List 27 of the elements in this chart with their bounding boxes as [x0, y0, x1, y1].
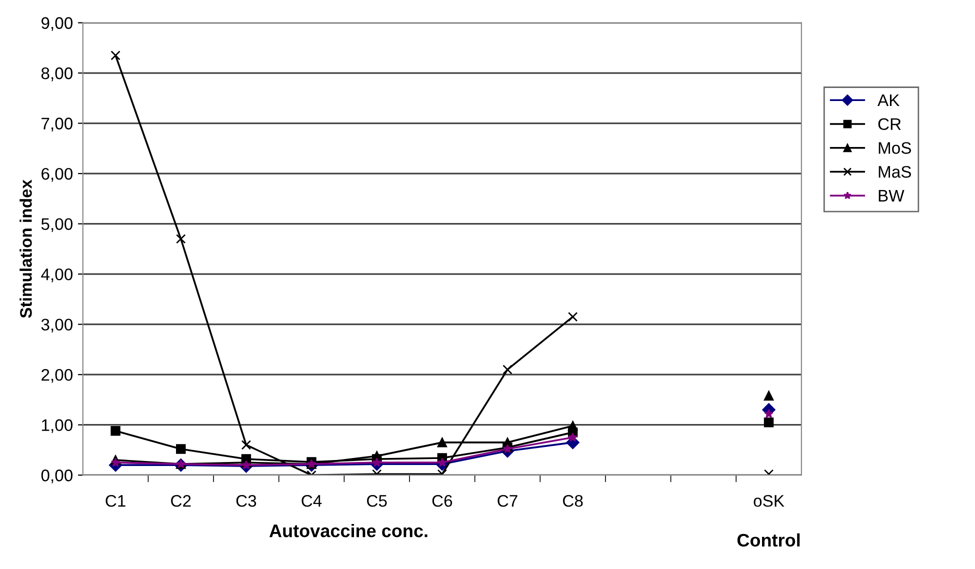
text: Control — [737, 533, 800, 547]
x-tick-label: C5 — [367, 495, 387, 507]
y-tick-label: 9,00 — [42, 17, 73, 31]
legend-label: MaS — [878, 166, 911, 178]
x-tick-label: C6 — [432, 495, 452, 507]
legend-label: MoS — [878, 142, 911, 154]
x-tick-label: C4 — [302, 495, 322, 507]
y-tick-label: 0,00 — [41, 470, 73, 484]
x-tick-label: C2 — [171, 495, 191, 507]
y-tick-label: 7,00 — [42, 118, 73, 132]
x-tick-label: oSK — [754, 495, 784, 507]
x-tick-label: C7 — [498, 495, 518, 507]
x-axis-title: Autovaccine conc. — [269, 524, 428, 538]
legend-label: AK — [878, 94, 900, 106]
y-tick-label: 8,00 — [41, 67, 73, 82]
x-tick-label: C1 — [106, 495, 126, 507]
x-tick-label: C3 — [236, 495, 256, 507]
y-tick-label: 3,00 — [41, 318, 73, 332]
y-tick-label: 2,00 — [42, 368, 73, 383]
legend-label: CR — [878, 118, 901, 130]
y-tick-label: 1,00 — [42, 419, 73, 434]
y-axis-title: Stimulation index — [20, 180, 32, 318]
y-tick-label: 4,00 — [41, 268, 73, 282]
y-tick-label: 6,00 — [42, 168, 73, 182]
x-tick-label: C8 — [563, 495, 583, 507]
legend-label: BW — [878, 190, 904, 202]
y-tick-label: 5,00 — [41, 218, 73, 232]
